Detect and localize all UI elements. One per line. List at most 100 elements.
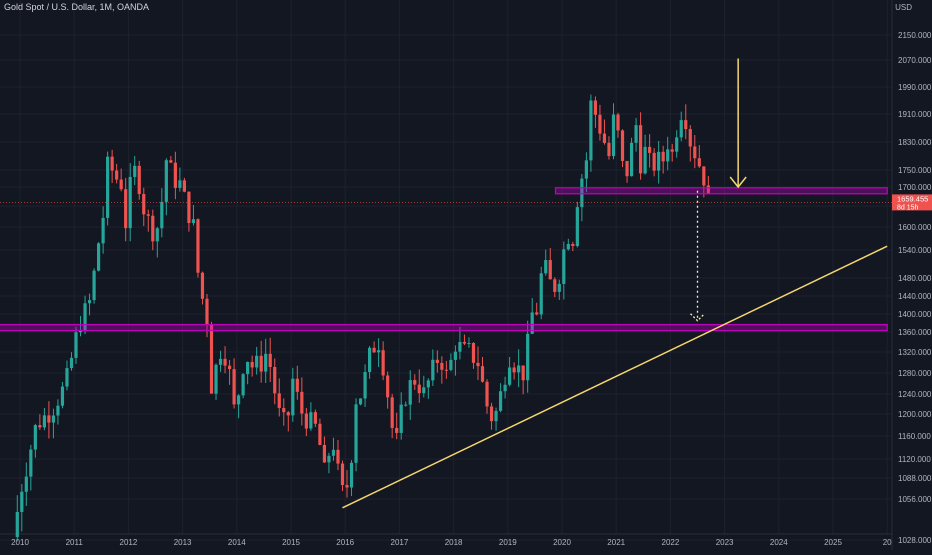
candle-body bbox=[557, 283, 561, 292]
y-tick-label: 1160.000 bbox=[898, 432, 931, 441]
candle-body bbox=[101, 217, 105, 244]
candle-body bbox=[87, 300, 92, 304]
candle-body bbox=[589, 100, 593, 161]
candle-body bbox=[232, 369, 236, 405]
candle-body bbox=[508, 367, 512, 385]
x-tick-label: 2011 bbox=[66, 538, 84, 547]
candle-body bbox=[462, 341, 467, 344]
candle-body bbox=[440, 362, 444, 370]
candle-body bbox=[15, 511, 19, 538]
y-tick-label: 1540.000 bbox=[898, 246, 932, 255]
candle-body bbox=[345, 485, 349, 488]
candle-body bbox=[209, 324, 214, 394]
candle-body bbox=[300, 391, 304, 414]
candle-body bbox=[277, 393, 281, 408]
x-tick-label: 2013 bbox=[174, 538, 192, 547]
candle-body bbox=[386, 375, 390, 398]
candle-body bbox=[413, 380, 417, 385]
candle-body bbox=[539, 273, 543, 315]
candle-body bbox=[264, 353, 268, 372]
y-tick-label: 1360.000 bbox=[898, 328, 932, 337]
candle-body bbox=[598, 114, 602, 134]
candle-body bbox=[142, 194, 146, 215]
candle-body bbox=[110, 156, 114, 171]
candle-body bbox=[494, 410, 498, 422]
x-tick-label: 2020 bbox=[553, 538, 571, 547]
candle-body bbox=[336, 449, 340, 464]
candle-body bbox=[309, 412, 313, 429]
y-tick-label: 1280.000 bbox=[898, 369, 932, 378]
candle-body bbox=[458, 341, 462, 352]
candle-body bbox=[453, 351, 458, 360]
candle-body bbox=[92, 270, 96, 301]
candle-body bbox=[182, 180, 187, 192]
candle-body bbox=[706, 185, 710, 195]
candle-body bbox=[227, 365, 232, 370]
candle-body bbox=[575, 207, 579, 247]
candle-body bbox=[620, 130, 625, 161]
x-tick-label: 2019 bbox=[499, 538, 517, 547]
y-tick-label: 1320.000 bbox=[898, 348, 932, 357]
x-tick-label: 2010 bbox=[11, 538, 29, 547]
candle-body bbox=[422, 387, 426, 394]
candle-body bbox=[489, 406, 494, 422]
y-tick-label: 1088.000 bbox=[898, 474, 932, 483]
candle-body bbox=[74, 332, 78, 358]
candle-body bbox=[679, 120, 683, 138]
candle-body bbox=[535, 312, 539, 315]
candle-body bbox=[169, 160, 173, 163]
candle-body bbox=[124, 189, 128, 229]
candle-body bbox=[498, 391, 503, 411]
candle-body bbox=[390, 397, 394, 428]
candle-body bbox=[151, 215, 155, 242]
candle-body bbox=[593, 100, 598, 115]
candle-body bbox=[638, 125, 643, 174]
y-tick-label: 2070.000 bbox=[898, 56, 932, 65]
candle-body bbox=[241, 374, 245, 396]
arrow-dotted-head bbox=[690, 313, 705, 322]
last-price-badge bbox=[892, 194, 932, 211]
candle-body bbox=[38, 425, 42, 428]
candle-body bbox=[702, 166, 706, 186]
candle-body bbox=[372, 347, 376, 353]
candle-body bbox=[431, 359, 435, 381]
candle-body bbox=[200, 272, 205, 299]
candle-body bbox=[471, 343, 476, 363]
candle-body bbox=[652, 152, 656, 171]
candle-body bbox=[173, 162, 177, 188]
candle-body bbox=[191, 219, 196, 224]
candle-body bbox=[562, 249, 566, 284]
y-tick-label: 1600.000 bbox=[898, 223, 932, 232]
candle-body bbox=[584, 160, 588, 179]
candle-body bbox=[363, 372, 367, 399]
candle-body bbox=[178, 180, 182, 188]
candle-body bbox=[377, 350, 381, 353]
candle-body bbox=[503, 384, 507, 392]
x-tick-label: 2024 bbox=[770, 538, 788, 547]
candle-body bbox=[65, 368, 69, 387]
candle-body bbox=[78, 330, 83, 333]
candle-body bbox=[693, 146, 697, 159]
x-tick-label: 2021 bbox=[607, 538, 625, 547]
last-price-value: 1659.455 bbox=[897, 194, 928, 203]
candle-body bbox=[83, 303, 87, 331]
candle-body bbox=[467, 343, 471, 345]
candle-body bbox=[115, 170, 119, 180]
candle-body bbox=[42, 415, 46, 428]
candle-body bbox=[354, 404, 358, 463]
y-tick-label: 1200.000 bbox=[898, 410, 932, 419]
candle-body bbox=[282, 407, 286, 413]
candle-body bbox=[106, 156, 110, 218]
candle-body bbox=[648, 146, 652, 153]
candle-body bbox=[137, 165, 141, 195]
candle-body bbox=[399, 404, 403, 433]
candle-body bbox=[675, 137, 679, 152]
candle-body bbox=[571, 244, 575, 247]
candle-body bbox=[318, 423, 322, 445]
y-tick-label: 1120.000 bbox=[898, 455, 931, 464]
candle-body bbox=[223, 358, 227, 366]
x-tick-label: 2012 bbox=[120, 538, 138, 547]
y-tick-label: 1990.000 bbox=[898, 83, 932, 92]
candle-body bbox=[670, 149, 674, 152]
